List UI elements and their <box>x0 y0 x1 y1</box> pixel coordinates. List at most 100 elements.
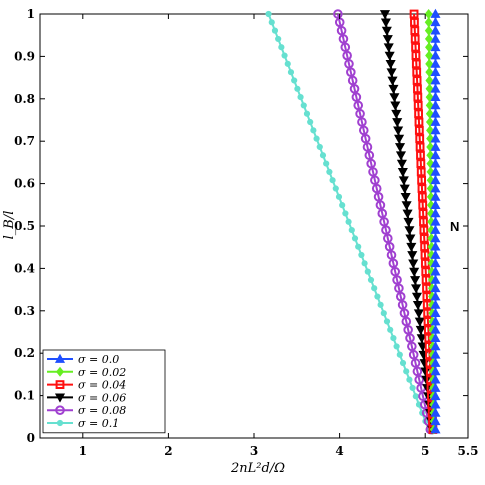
x-tick-label: 5 <box>421 444 429 458</box>
data-point <box>329 177 336 184</box>
data-point <box>265 10 272 18</box>
legend-label: σ = 0.02 <box>78 366 126 379</box>
data-point <box>413 309 424 319</box>
data-point <box>346 67 356 77</box>
data-point <box>316 143 323 151</box>
legend-marker <box>55 405 65 416</box>
data-point <box>395 291 406 302</box>
data-point <box>375 200 386 210</box>
data-point <box>268 19 275 26</box>
data-point <box>399 359 407 367</box>
data-point <box>407 341 417 352</box>
data-point <box>344 59 354 69</box>
data-point <box>390 101 401 111</box>
data-point <box>384 241 395 252</box>
legend-label: σ = 0.08 <box>78 404 126 417</box>
data-point <box>380 310 387 317</box>
data-point <box>284 60 291 67</box>
data-point <box>319 152 327 159</box>
data-point <box>297 94 304 101</box>
data-point <box>385 60 396 70</box>
y-tick-label: 0.6 <box>14 177 35 191</box>
data-point <box>358 125 369 136</box>
data-point <box>349 83 360 94</box>
data-point <box>397 300 408 310</box>
data-point <box>377 301 384 308</box>
legend-item-1: σ = 0.02 <box>47 366 126 379</box>
data-point <box>374 293 381 300</box>
data-point <box>412 393 419 400</box>
data-point <box>413 84 422 94</box>
data-point <box>370 175 380 186</box>
data-point <box>379 216 389 227</box>
data-point <box>412 301 423 311</box>
data-point <box>412 76 422 85</box>
data-point <box>396 351 403 358</box>
data-point <box>361 260 368 267</box>
data-point <box>384 51 395 61</box>
data-point <box>377 208 388 219</box>
data-point <box>358 251 365 259</box>
data-point <box>397 168 408 178</box>
x-axis-label: 2nL²d/Ω <box>230 461 285 476</box>
data-point <box>338 34 349 44</box>
data-point <box>287 69 295 76</box>
data-point <box>411 42 420 52</box>
data-point <box>371 285 378 292</box>
data-point <box>416 167 426 177</box>
data-point <box>388 84 399 95</box>
y-tick-label: 0.4 <box>14 261 35 275</box>
data-point <box>414 109 423 119</box>
data-point <box>278 44 285 51</box>
data-point <box>351 92 362 102</box>
data-point <box>381 225 391 235</box>
y-tick-label: 1 <box>27 7 35 21</box>
data-point <box>303 110 311 117</box>
data-point <box>412 366 423 377</box>
data-point <box>323 160 330 167</box>
data-point <box>347 75 358 86</box>
data-point <box>411 59 421 69</box>
data-point <box>395 151 407 161</box>
series-4 <box>333 9 436 435</box>
data-point <box>406 376 413 383</box>
data-point <box>394 283 404 294</box>
data-point <box>410 26 420 36</box>
data-point <box>414 117 424 127</box>
data-point <box>393 126 404 136</box>
legend-marker <box>55 380 65 390</box>
data-point <box>300 102 307 109</box>
legend-label: σ = 0.04 <box>78 379 126 392</box>
data-point <box>386 68 397 78</box>
y-tick-label: 0 <box>27 431 35 445</box>
annotation-label: N <box>450 219 459 234</box>
data-point <box>364 150 375 161</box>
data-point <box>335 193 343 200</box>
data-point <box>419 225 429 235</box>
legend-item-3: σ = 0.06 <box>47 391 126 404</box>
data-point <box>387 326 394 333</box>
data-point <box>410 276 421 286</box>
legend-marker <box>54 353 66 363</box>
data-point <box>416 334 427 344</box>
data-point <box>342 50 352 61</box>
data-point <box>371 183 382 194</box>
data-point <box>390 266 401 277</box>
data-point <box>394 143 406 153</box>
y-tick-label: 0.7 <box>14 134 35 148</box>
data-point <box>357 117 367 127</box>
legend-box <box>42 349 166 434</box>
legend-item-2: σ = 0.04 <box>47 379 126 392</box>
data-point <box>410 17 419 27</box>
data-point <box>364 268 371 275</box>
legend-marker <box>54 393 66 403</box>
legend-marker <box>55 366 65 377</box>
x-tick-label: 1 <box>79 444 87 458</box>
y-tick-label: 0.2 <box>14 346 35 360</box>
data-point <box>333 9 343 19</box>
data-point <box>417 342 428 352</box>
data-point <box>383 233 393 244</box>
data-point <box>383 318 391 325</box>
ticks-layer: 1 2 3 4 5 5.5 0 0.1 0.2 0.3 0.4 0.5 0.6 0.7 0.8 0.9 1 <box>14 7 478 458</box>
legend-item-5: σ = 0.1 <box>47 417 119 430</box>
